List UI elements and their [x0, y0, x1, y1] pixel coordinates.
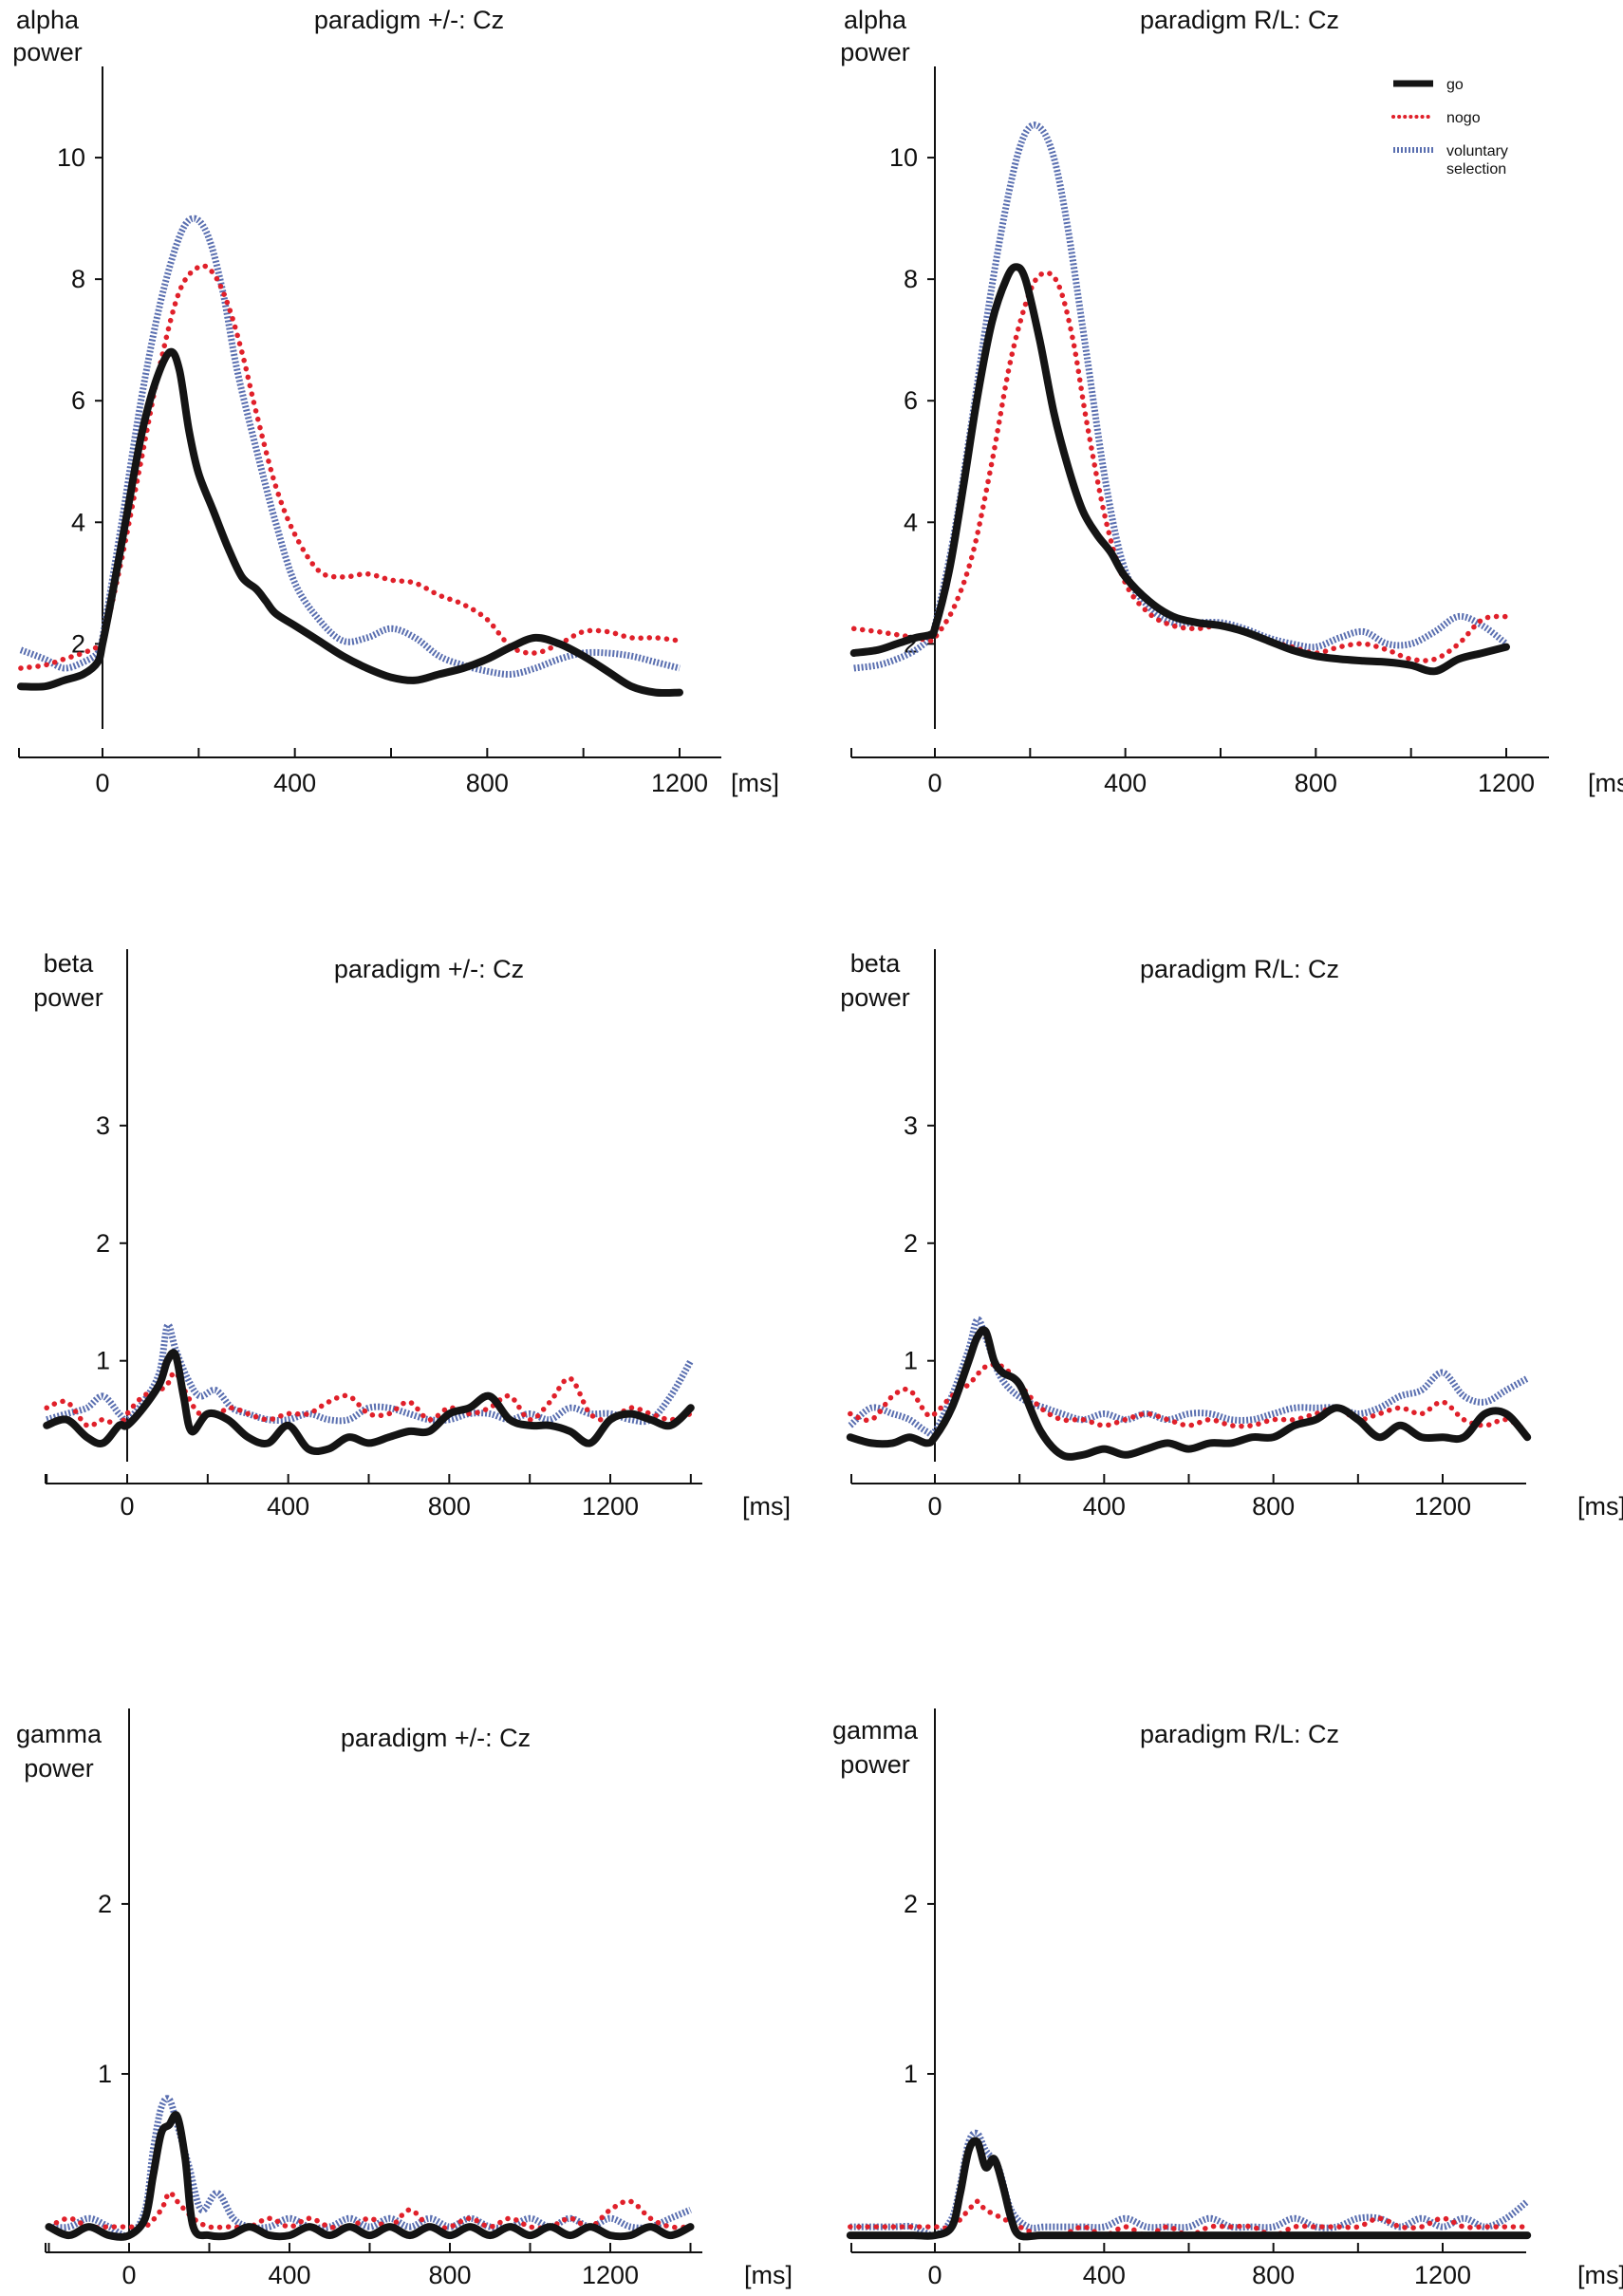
- chart-title: paradigm R/L: Cz: [1140, 1720, 1339, 1748]
- y-tick-label: 1: [96, 1347, 110, 1375]
- x-tick-label: 800: [428, 1492, 471, 1521]
- chart-alpha-pm: paradigm +/-: Cz alpha power 2 4 6 8 10 0 400 800 1…: [12, 6, 779, 797]
- y-axis-label: power: [24, 1754, 94, 1783]
- x-tick-label: 1200: [651, 769, 708, 797]
- y-tick-label: 3: [96, 1111, 110, 1140]
- series-line-nogo: [18, 263, 682, 671]
- series-line-nogo: [848, 2198, 1530, 2239]
- x-unit-label: [ms]: [1588, 769, 1623, 797]
- x-tick-label: 0: [121, 2261, 136, 2289]
- series-line-nogo: [44, 1370, 694, 1429]
- y-axis-label: beta: [44, 949, 95, 978]
- x-tick-label: 0: [927, 2261, 942, 2289]
- y-tick-label: 2: [96, 1229, 110, 1258]
- x-tick-label: 1200: [582, 1492, 639, 1521]
- series-line-go: [849, 263, 1510, 676]
- y-tick-label: 2: [71, 629, 85, 658]
- chart-title: paradigm +/-: Cz: [341, 1724, 531, 1752]
- series-line-voluntary: [19, 215, 681, 678]
- x-tick-label: 800: [428, 2261, 471, 2289]
- series-line-go: [45, 2111, 695, 2241]
- chart-beta-pm: paradigm +/-: Cz beta power 1 2 3 0 400 800 1200 […: [33, 949, 791, 1521]
- chart-gamma-rl: paradigm R/L: Cz gamma power 1 2 0 400 800 1200 […: [832, 1708, 1623, 2289]
- y-tick-label: 8: [904, 265, 918, 293]
- chart-title: paradigm R/L: Cz: [1140, 955, 1339, 983]
- series-line-voluntary: [849, 2129, 1530, 2239]
- x-unit-label: [ms]: [731, 769, 779, 797]
- x-tick-label: 800: [466, 769, 509, 797]
- x-unit-label: [ms]: [1577, 1492, 1623, 1521]
- x-tick-label: 1200: [582, 2261, 639, 2289]
- x-tick-label: 0: [927, 1492, 942, 1521]
- y-axis-label: power: [840, 983, 910, 1012]
- x-tick-label: 0: [95, 769, 109, 797]
- y-axis-label: beta: [850, 949, 902, 978]
- series-line-voluntary: [848, 1316, 1529, 1438]
- y-axis-label: alpha: [16, 6, 80, 34]
- chart-title: paradigm +/-: Cz: [334, 955, 524, 983]
- x-tick-label: 400: [1083, 1492, 1126, 1521]
- chart-title: paradigm +/-: Cz: [314, 6, 504, 34]
- series-line-go: [846, 1326, 1532, 1461]
- chart-title: paradigm R/L: Cz: [1140, 6, 1339, 34]
- x-tick-label: 1200: [1478, 769, 1535, 797]
- legend-label-nogo: nogo: [1446, 110, 1481, 126]
- y-tick-label: 2: [98, 1890, 112, 1918]
- y-tick-label: 4: [904, 508, 918, 536]
- chart-beta-rl: paradigm R/L: Cz beta power 1 2 3 0 400 800 1200 […: [840, 949, 1623, 1521]
- series-line-go: [43, 1349, 695, 1455]
- x-tick-label: 400: [267, 1492, 309, 1521]
- x-tick-label: 0: [120, 1492, 134, 1521]
- series-line-go: [846, 2137, 1532, 2241]
- y-axis-label: power: [12, 38, 83, 66]
- y-tick-label: 2: [904, 1229, 918, 1258]
- y-axis-label: alpha: [844, 6, 907, 34]
- legend-label-go: go: [1446, 77, 1464, 93]
- x-unit-label: [ms]: [744, 2261, 793, 2289]
- y-tick-label: 6: [904, 386, 918, 415]
- series-line-voluntary: [853, 121, 1509, 672]
- x-tick-label: 400: [273, 769, 316, 797]
- y-axis-label: power: [33, 983, 103, 1012]
- y-tick-label: 10: [889, 143, 918, 172]
- x-tick-label: 1200: [1414, 1492, 1471, 1521]
- series-line-go: [16, 347, 683, 698]
- y-tick-label: 1: [98, 2060, 112, 2088]
- y-axis-label: gamma: [832, 1716, 919, 1745]
- x-unit-label: [ms]: [1577, 2261, 1623, 2289]
- y-axis-label: power: [840, 38, 910, 66]
- x-tick-label: 400: [1104, 769, 1147, 797]
- x-unit-label: [ms]: [742, 1492, 791, 1521]
- x-tick-label: 800: [1252, 2261, 1295, 2289]
- y-tick-label: 6: [71, 386, 85, 415]
- y-tick-label: 2: [904, 1890, 918, 1918]
- x-tick-label: 1200: [1414, 2261, 1471, 2289]
- y-tick-label: 4: [71, 508, 85, 536]
- y-tick-label: 1: [904, 1347, 918, 1375]
- x-tick-label: 400: [1083, 2261, 1126, 2289]
- x-tick-label: 800: [1295, 769, 1337, 797]
- legend-label-voluntary: voluntary selection: [1446, 143, 1508, 177]
- x-tick-label: 800: [1252, 1492, 1295, 1521]
- x-tick-label: 400: [268, 2261, 310, 2289]
- chart-gamma-pm: paradigm +/-: Cz gamma power 1 2 0 400 800 1200 […: [16, 1708, 793, 2289]
- legend: go nogo voluntary selection: [1391, 77, 1508, 177]
- y-tick-label: 1: [904, 2060, 918, 2088]
- y-axis-label: power: [840, 1750, 910, 1779]
- series-line-nogo: [848, 1361, 1530, 1434]
- y-axis-label: gamma: [16, 1720, 103, 1748]
- y-tick-label: 3: [904, 1111, 918, 1140]
- y-tick-label: 8: [71, 265, 85, 293]
- series-line-nogo: [850, 270, 1509, 663]
- x-tick-label: 0: [927, 769, 942, 797]
- y-tick-label: 10: [57, 143, 85, 172]
